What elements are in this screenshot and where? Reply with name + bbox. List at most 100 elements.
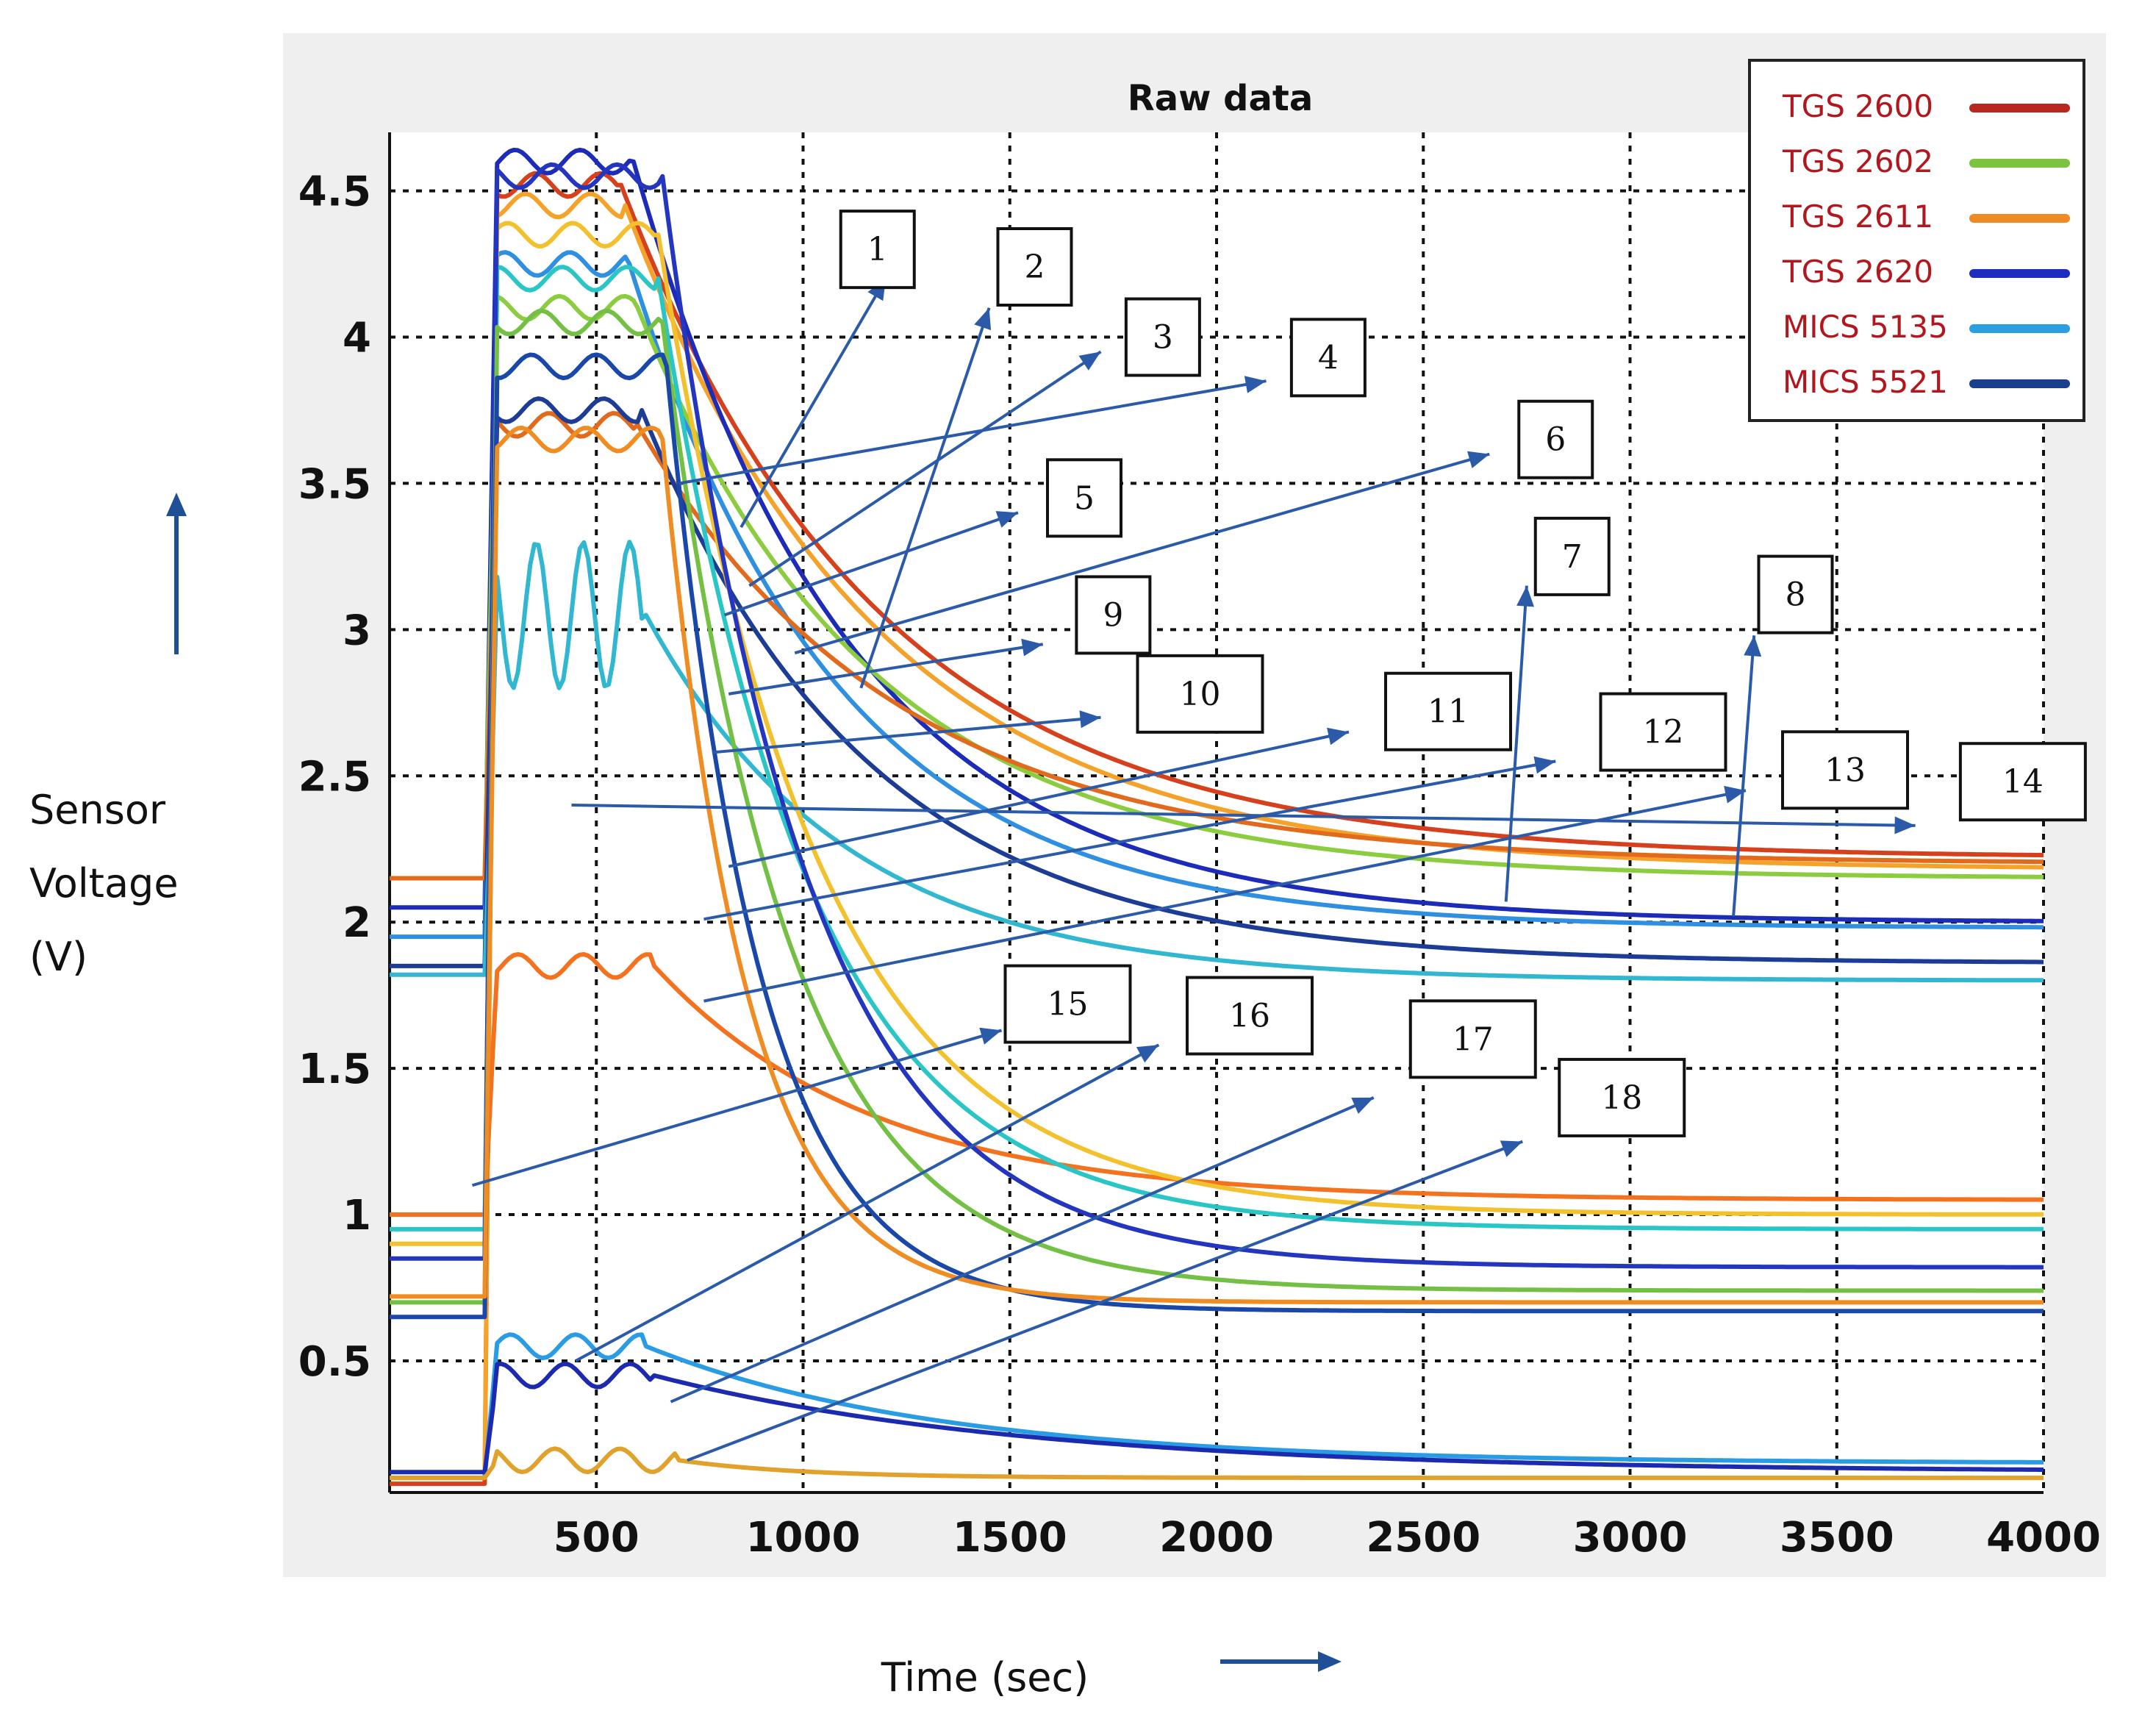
callout-arrow-line bbox=[687, 1140, 1523, 1462]
callout-arrowhead-icon bbox=[1533, 756, 1556, 774]
x-tick-label: 2000 bbox=[1159, 1514, 1274, 1562]
x-direction-arrow-icon bbox=[1220, 1651, 1342, 1672]
callout-box bbox=[839, 210, 916, 290]
callout-2: 2 bbox=[859, 227, 1073, 689]
y-tick-label: 3 bbox=[343, 607, 371, 654]
callout-3: 3 bbox=[748, 297, 1201, 587]
series-line-s18 bbox=[390, 1446, 2044, 1481]
callout-arrowhead-icon bbox=[1724, 785, 1746, 804]
callout-17: 17 bbox=[670, 999, 1537, 1404]
callout-box bbox=[1124, 297, 1201, 377]
callout-arrow-line bbox=[728, 643, 1044, 696]
callout-label: 5 bbox=[1074, 479, 1095, 517]
callout-label: 14 bbox=[2002, 763, 2044, 801]
callout-arrow-line bbox=[712, 715, 1101, 754]
series-line-s2 bbox=[390, 191, 2044, 1481]
callout-label: 7 bbox=[1562, 538, 1583, 576]
y-direction-arrow-icon bbox=[166, 493, 187, 654]
chart-title: Raw data bbox=[1128, 78, 1314, 119]
callout-13: 13 bbox=[703, 730, 1909, 1003]
callout-arrowhead-icon bbox=[1894, 816, 1916, 834]
legend-label: TGS 2600 bbox=[1782, 88, 1933, 124]
callout-arrowhead-icon bbox=[1467, 451, 1490, 468]
y-tick-label: 0.5 bbox=[298, 1338, 371, 1386]
x-tick-label: 3500 bbox=[1780, 1514, 1894, 1562]
callout-arrow-line bbox=[748, 350, 1102, 587]
callout-7: 7 bbox=[1504, 516, 1611, 902]
series-line-s16 bbox=[390, 1332, 2044, 1481]
callout-arrow-line bbox=[703, 789, 1747, 1003]
callout-arrowhead-icon bbox=[1744, 635, 1762, 657]
callout-arrowhead-icon bbox=[1500, 1140, 1523, 1157]
callout-arrowhead-icon bbox=[979, 1027, 1002, 1045]
x-tick-label: 2500 bbox=[1366, 1514, 1480, 1562]
callout-arrowhead-icon bbox=[1516, 585, 1534, 607]
callout-4: 4 bbox=[678, 318, 1367, 485]
callout-arrowhead-icon bbox=[1351, 1097, 1374, 1114]
callout-arrow-line bbox=[471, 1029, 1003, 1187]
x-axis-label: Time (sec) bbox=[881, 1654, 1089, 1701]
tick-layer: 500 1000 1500 2000 2500 3000 3500 4000 0.5 1 1.5 2 2… bbox=[298, 168, 2101, 1562]
legend-label: TGS 2620 bbox=[1782, 254, 1933, 290]
series-layer bbox=[390, 147, 2044, 1487]
callout-arrow-line bbox=[723, 511, 1019, 617]
x-tick-label: 500 bbox=[554, 1514, 640, 1562]
callout-box bbox=[1384, 671, 1512, 751]
callout-arrowhead-icon bbox=[974, 307, 992, 331]
callout-label: 18 bbox=[1601, 1079, 1642, 1117]
series-line-s13 bbox=[390, 308, 2044, 1305]
series-line-s9 bbox=[390, 952, 2044, 1217]
callout-box bbox=[1558, 1057, 1686, 1137]
callout-6: 6 bbox=[794, 399, 1594, 655]
callout-arrow-line bbox=[571, 804, 1916, 827]
callout-18: 18 bbox=[687, 1057, 1686, 1462]
callout-arrow-line bbox=[678, 379, 1267, 485]
legend-item: TGS 2600 bbox=[1782, 88, 2070, 124]
callout-label: 1 bbox=[867, 231, 888, 268]
callout-16: 16 bbox=[575, 976, 1314, 1362]
legend-item: TGS 2611 bbox=[1782, 199, 2070, 235]
callout-box bbox=[1408, 999, 1537, 1079]
callout-label: 15 bbox=[1047, 986, 1089, 1023]
callout-label: 11 bbox=[1428, 693, 1469, 731]
y-tick-label: 4 bbox=[343, 314, 371, 362]
callout-arrow-line bbox=[794, 452, 1490, 655]
callout-15: 15 bbox=[471, 964, 1132, 1187]
callout-label: 2 bbox=[1025, 249, 1045, 286]
legend-item: TGS 2620 bbox=[1782, 254, 2070, 290]
series-line-s8 bbox=[390, 540, 2044, 983]
y-axis-label-line-2: Voltage bbox=[29, 860, 179, 907]
series-line-s15 bbox=[390, 425, 2044, 1305]
x-tick-label: 1500 bbox=[953, 1514, 1067, 1562]
callout-arrow-line bbox=[728, 730, 1350, 868]
callout-1: 1 bbox=[739, 210, 916, 529]
callout-10: 10 bbox=[712, 654, 1264, 754]
callout-label: 3 bbox=[1153, 318, 1173, 356]
y-axis-label-line-1: Sensor bbox=[29, 787, 166, 833]
callout-label: 13 bbox=[1824, 751, 1866, 789]
series-line-s17 bbox=[390, 1362, 2044, 1475]
callout-arrow-line bbox=[1504, 585, 1528, 902]
legend: TGS 2600 TGS 2602 TGS 2611 TGS 2620 MICS 513… bbox=[1748, 59, 2085, 422]
y-tick-label: 4.5 bbox=[298, 168, 371, 216]
callout-label: 8 bbox=[1786, 576, 1806, 614]
series-line-s11 bbox=[390, 265, 2044, 1231]
callout-box bbox=[1757, 554, 1834, 634]
callout-label: 12 bbox=[1643, 714, 1684, 751]
callout-arrowhead-icon bbox=[1244, 376, 1267, 393]
legend-item: MICS 5521 bbox=[1783, 364, 2070, 400]
callout-11: 11 bbox=[728, 671, 1512, 868]
callout-arrowhead-icon bbox=[1136, 1045, 1159, 1063]
legend-label: TGS 2611 bbox=[1782, 199, 1933, 235]
callout-arrow-line bbox=[859, 307, 991, 689]
callout-box bbox=[1517, 399, 1594, 479]
y-tick-label: 3.5 bbox=[298, 460, 371, 508]
series-line-s1 bbox=[390, 171, 2044, 1487]
y-tick-label: 2 bbox=[343, 899, 371, 947]
callout-box bbox=[1046, 458, 1122, 538]
legend-label: TGS 2602 bbox=[1782, 143, 1933, 179]
callout-label: 4 bbox=[1318, 339, 1339, 376]
callout-box bbox=[1958, 742, 2087, 822]
legend-label: MICS 5521 bbox=[1783, 364, 1948, 400]
